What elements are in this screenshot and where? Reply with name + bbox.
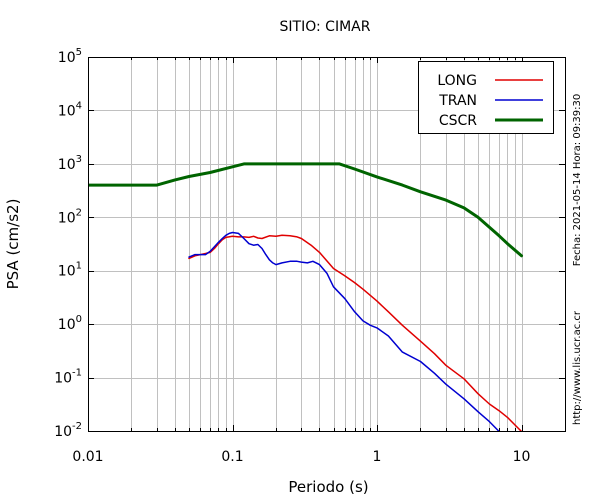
y-tick-label: 10-1 — [54, 368, 82, 387]
x-axis-label: Periodo (s) — [288, 478, 368, 496]
timestamp-label: Fecha: 2021-05-14 Hora: 09:39:30 — [572, 94, 583, 267]
y-tick-label: 104 — [58, 100, 82, 119]
legend-label: CSCR — [439, 113, 477, 129]
y-tick-label: 100 — [58, 314, 82, 333]
y-tick-label: 10-2 — [54, 421, 82, 440]
labels: SITIO: CIMAR Periodo (s) PSA (cm/s2) Fecha:… — [4, 19, 583, 496]
x-tick-label: 1 — [373, 449, 382, 465]
x-tick-label: 0.01 — [72, 449, 103, 465]
y-tick-label: 102 — [58, 207, 82, 226]
series-line-tran — [188, 231, 500, 431]
x-tick-label: 10 — [513, 449, 531, 465]
source-url-label: http://www.lis.ucr.ac.cr — [572, 310, 583, 425]
plot-frame — [88, 57, 566, 432]
series-line-cscr — [88, 162, 523, 258]
series-group — [88, 162, 523, 431]
grid — [88, 57, 566, 432]
legend-label: LONG — [437, 73, 477, 89]
chart-title: SITIO: CIMAR — [280, 19, 371, 35]
x-tick-label: 0.1 — [221, 449, 243, 465]
y-tick-label: 101 — [58, 261, 82, 280]
ticks: 0.01 0.1 1 10 10-2 10-1 100 101 102 103 104 105 — [54, 47, 566, 465]
series-line-long — [188, 234, 523, 431]
y-axis-label: PSA (cm/s2) — [4, 199, 22, 290]
y-tick-label: 105 — [58, 47, 82, 66]
y-tick-label: 103 — [58, 154, 82, 173]
legend: LONG TRAN CSCR — [418, 61, 554, 134]
legend-label: TRAN — [438, 93, 477, 109]
